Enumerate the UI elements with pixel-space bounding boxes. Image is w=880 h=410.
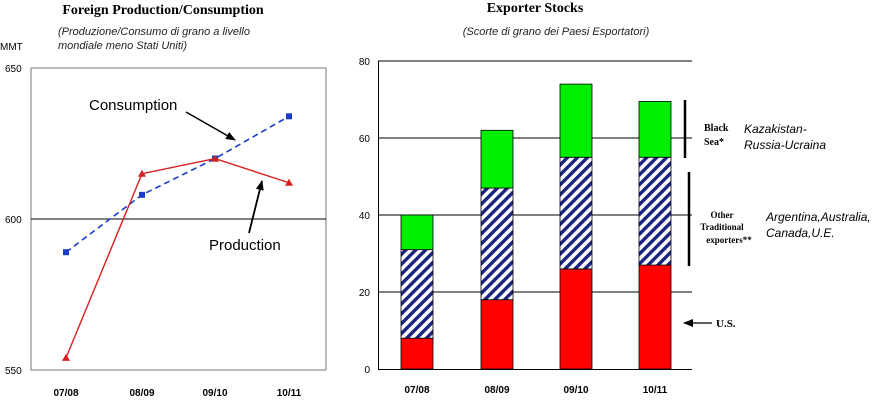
right-y-tick-labels: 0 20 40 60 80: [359, 57, 371, 376]
consumption-callout: Consumption: [89, 97, 177, 114]
consumption-line: [65, 115, 290, 253]
us-bar-segment: [400, 337, 434, 370]
right-y-tick-label: 60: [359, 134, 371, 145]
right-y-tick-label: 40: [359, 211, 371, 222]
left-series: [62, 113, 293, 361]
left-chart-y-axis-label: MMT: [0, 42, 23, 53]
consumption-point: [286, 113, 292, 120]
right-y-tick-label: 0: [364, 365, 370, 376]
left-x-tick-label: 07/08: [53, 388, 78, 399]
us-label: U.S.: [716, 318, 736, 330]
black-sea-bar-segment: [480, 129, 514, 189]
production-line: [65, 157, 290, 359]
right-x-tick-label: 09/10: [563, 385, 588, 396]
left-x-tick-label: 10/11: [277, 388, 302, 399]
production-point: [62, 353, 70, 361]
black-sea-label-line-1: Black: [704, 123, 729, 134]
right-x-tick-label: 07/08: [404, 385, 429, 396]
other-exporters-bar-segment: [638, 156, 672, 266]
left-chart-subtitle-line-2: mondiale meno Stati Uniti): [58, 40, 187, 52]
right-chart-subtitle: (Scorte di grano dei Paesi Esportatori): [463, 26, 650, 38]
left-x-tick-label: 08/09: [129, 388, 154, 399]
right-y-tick-label: 20: [359, 288, 371, 299]
left-y-tick-label: 550: [5, 366, 22, 377]
consumption-point: [139, 191, 145, 198]
right-y-tick-label: 80: [359, 57, 371, 68]
left-chart: Foreign Production/Consumption (Produzio…: [0, 3, 327, 399]
right-stacked-bars: [400, 83, 672, 370]
left-y-tick-labels: 550 600 650: [5, 64, 22, 377]
other-exporters-bar-segment: [480, 187, 514, 301]
right-x-tick-label: 10/11: [643, 385, 668, 396]
us-bar-segment: [559, 268, 593, 370]
black-sea-countries-line-1: Kazakistan-: [744, 122, 807, 136]
left-chart-subtitle-line-1: (Produzione/Consumo di grano a livello: [58, 26, 250, 38]
production-point: [211, 154, 219, 162]
production-callout: Production: [209, 237, 281, 254]
black-sea-bar-segment: [638, 101, 672, 158]
right-chart: Exporter Stocks (Scorte di grano dei Pae…: [359, 1, 871, 396]
black-sea-label-line-2: Sea*: [704, 137, 724, 148]
us-bar-segment: [638, 264, 672, 370]
other-exporters-countries-line-1: Argentina,Australia,: [765, 210, 871, 224]
right-x-tick-label: 08/09: [484, 385, 509, 396]
other-exporters-label-line-2: Traditional: [700, 222, 744, 232]
other-exporters-countries-line-2: Canada,U.E.: [766, 226, 835, 240]
other-exporters-label-line-3: exporters**: [706, 235, 752, 245]
production-point: [138, 169, 146, 177]
other-exporters-bar-segment: [400, 249, 434, 339]
consumption-callout-arrow: [185, 111, 236, 141]
right-chart-title: Exporter Stocks: [487, 1, 584, 16]
production-callout-arrow: [248, 180, 264, 234]
other-exporters-bar-segment: [559, 156, 593, 270]
us-bar-segment: [480, 299, 514, 370]
consumption-point: [63, 249, 69, 256]
black-sea-countries-line-2: Russia-Ucraina: [744, 138, 826, 152]
left-y-tick-label: 650: [5, 64, 22, 75]
left-y-tick-label: 600: [5, 215, 22, 226]
black-sea-bar-segment: [559, 83, 593, 158]
black-sea-bar-segment: [400, 214, 434, 251]
right-x-tick-labels: 07/08 08/09 09/10 10/11: [404, 385, 667, 396]
other-exporters-label-line-1: Other: [711, 210, 734, 220]
left-x-tick-labels: 07/08 08/09 09/10 10/11: [53, 388, 301, 399]
left-chart-title: Foreign Production/Consumption: [62, 3, 264, 18]
left-x-tick-label: 09/10: [202, 388, 227, 399]
production-point: [285, 178, 293, 186]
